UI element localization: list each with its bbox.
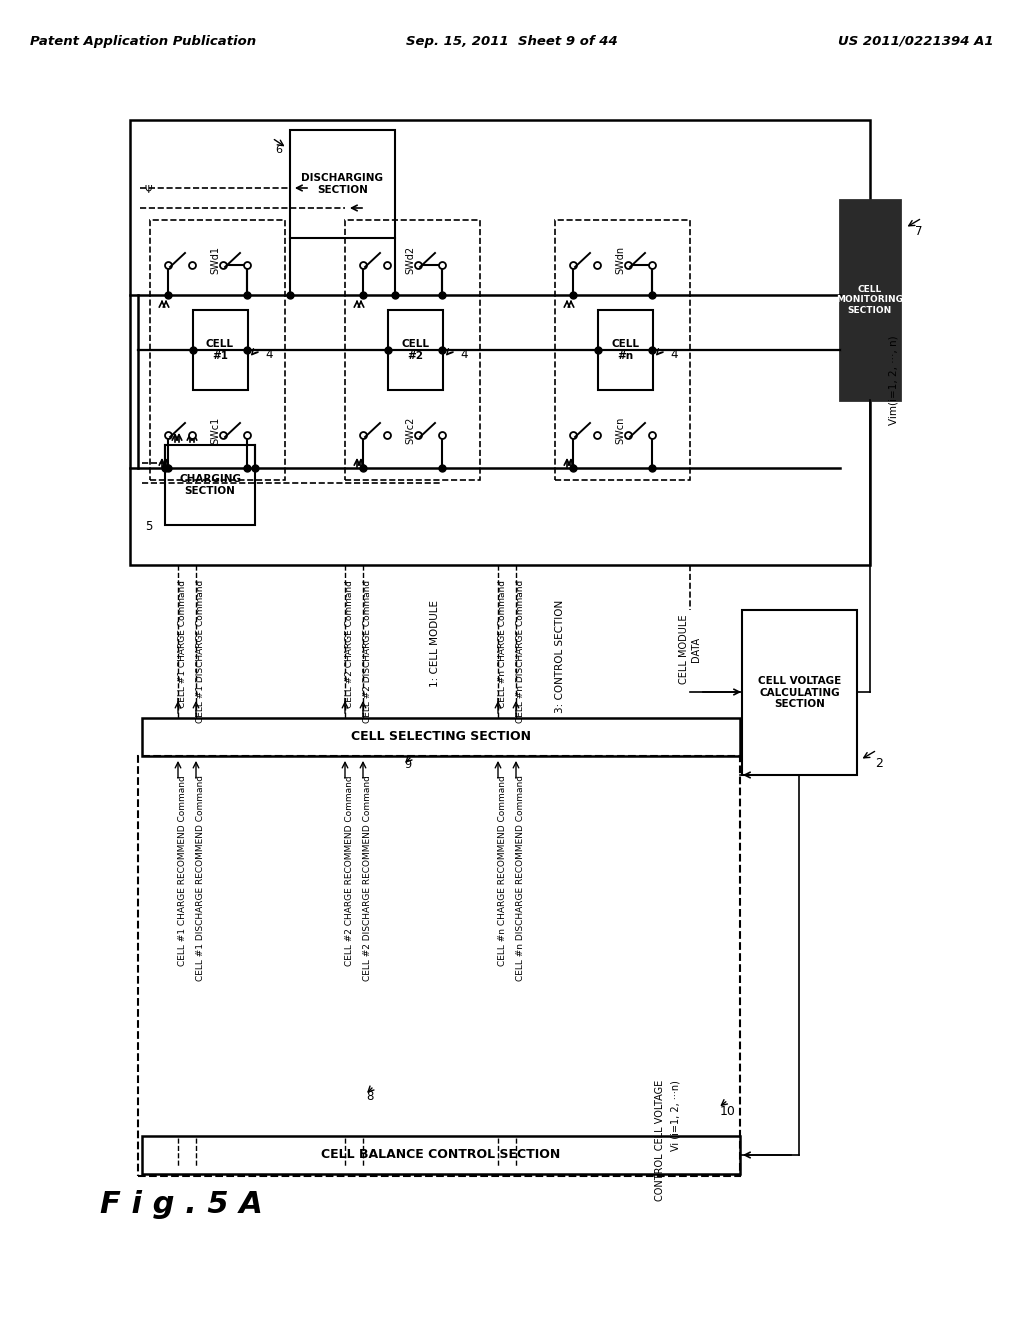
Bar — [130, 120, 870, 565]
Text: 2: 2 — [874, 756, 883, 770]
Text: 4: 4 — [670, 348, 678, 362]
Bar — [142, 1137, 740, 1173]
Text: CELL #2 DISCHARGE RECOMMEND Command: CELL #2 DISCHARGE RECOMMEND Command — [362, 775, 372, 981]
Text: CELL
#n: CELL #n — [611, 339, 639, 360]
Text: 9: 9 — [404, 760, 412, 770]
Text: SWc1: SWc1 — [210, 416, 220, 444]
Text: CELL #n CHARGE Command: CELL #n CHARGE Command — [498, 579, 507, 708]
Text: DISCHARGING
SECTION: DISCHARGING SECTION — [301, 173, 384, 195]
Text: 8: 8 — [367, 1090, 374, 1104]
Text: Vim(i=1, 2, ···, n): Vim(i=1, 2, ···, n) — [888, 335, 898, 425]
Text: US 2011/0221394 A1: US 2011/0221394 A1 — [839, 36, 994, 48]
Text: 7: 7 — [915, 224, 923, 238]
Text: SWc2: SWc2 — [406, 416, 415, 444]
Text: F i g . 5 A: F i g . 5 A — [100, 1191, 263, 1218]
Bar — [290, 129, 395, 238]
Bar — [742, 610, 857, 775]
Text: 4: 4 — [265, 348, 272, 362]
Text: CELL #2 DISCHARGE Command: CELL #2 DISCHARGE Command — [362, 579, 372, 723]
Text: 4: 4 — [460, 348, 468, 362]
Bar — [840, 201, 900, 400]
Bar — [142, 718, 740, 756]
Bar — [555, 220, 690, 480]
Bar — [193, 310, 248, 389]
Bar — [165, 445, 255, 525]
Text: 1: CELL MODULE: 1: CELL MODULE — [430, 601, 440, 686]
Text: 5: 5 — [145, 520, 153, 533]
Text: CELL VOLTAGE
CALCULATING
SECTION: CELL VOLTAGE CALCULATING SECTION — [758, 676, 841, 709]
Text: CELL MODULE
DATA: CELL MODULE DATA — [679, 615, 700, 685]
Bar — [345, 220, 480, 480]
Text: Sep. 15, 2011  Sheet 9 of 44: Sep. 15, 2011 Sheet 9 of 44 — [407, 36, 617, 48]
Text: 3: CONTROL SECTION: 3: CONTROL SECTION — [555, 601, 565, 713]
Text: SWcn: SWcn — [615, 416, 625, 444]
Text: CELL
#1: CELL #1 — [206, 339, 234, 360]
Text: CELL #1 DISCHARGE Command: CELL #1 DISCHARGE Command — [196, 579, 205, 723]
Text: CELL
#2: CELL #2 — [401, 339, 429, 360]
Text: CELL #1 CHARGE RECOMMEND Command: CELL #1 CHARGE RECOMMEND Command — [178, 775, 187, 966]
Text: CELL #2 CHARGE Command: CELL #2 CHARGE Command — [345, 579, 354, 708]
Text: CELL BALANCE CONTROL SECTION: CELL BALANCE CONTROL SECTION — [322, 1148, 560, 1162]
Text: CELL
MONITORING
SECTION: CELL MONITORING SECTION — [837, 285, 903, 315]
Text: CELL #n CHARGE RECOMMEND Command: CELL #n CHARGE RECOMMEND Command — [498, 775, 507, 966]
Text: Patent Application Publication: Patent Application Publication — [30, 36, 256, 48]
Text: CONTROL CELL VOLTAGE: CONTROL CELL VOLTAGE — [655, 1080, 665, 1201]
Text: SWd1: SWd1 — [210, 246, 220, 275]
Text: CELL #1 DISCHARGE RECOMMEND Command: CELL #1 DISCHARGE RECOMMEND Command — [196, 775, 205, 981]
Text: 10: 10 — [720, 1105, 736, 1118]
Text: CELL #n DISCHARGE RECOMMEND Command: CELL #n DISCHARGE RECOMMEND Command — [516, 775, 525, 981]
Bar — [598, 310, 653, 389]
Bar — [150, 220, 285, 480]
Text: SWdn: SWdn — [615, 246, 625, 275]
Text: CELL SELECTING SECTION: CELL SELECTING SECTION — [351, 730, 531, 743]
Text: Ψ: Ψ — [144, 185, 152, 195]
Text: Vi (i=1, 2, ···n): Vi (i=1, 2, ···n) — [670, 1080, 680, 1151]
Bar — [388, 310, 443, 389]
Text: CHARGING
SECTION: CHARGING SECTION — [179, 474, 241, 496]
Text: CELL #1 CHARGE Command: CELL #1 CHARGE Command — [178, 579, 187, 708]
Text: CELL #n DISCHARGE Command: CELL #n DISCHARGE Command — [516, 579, 525, 723]
Text: 6: 6 — [275, 145, 282, 154]
Bar — [138, 756, 740, 1176]
Text: CELL #2 CHARGE RECOMMEND Command: CELL #2 CHARGE RECOMMEND Command — [345, 775, 354, 966]
Text: SWd2: SWd2 — [406, 246, 415, 275]
